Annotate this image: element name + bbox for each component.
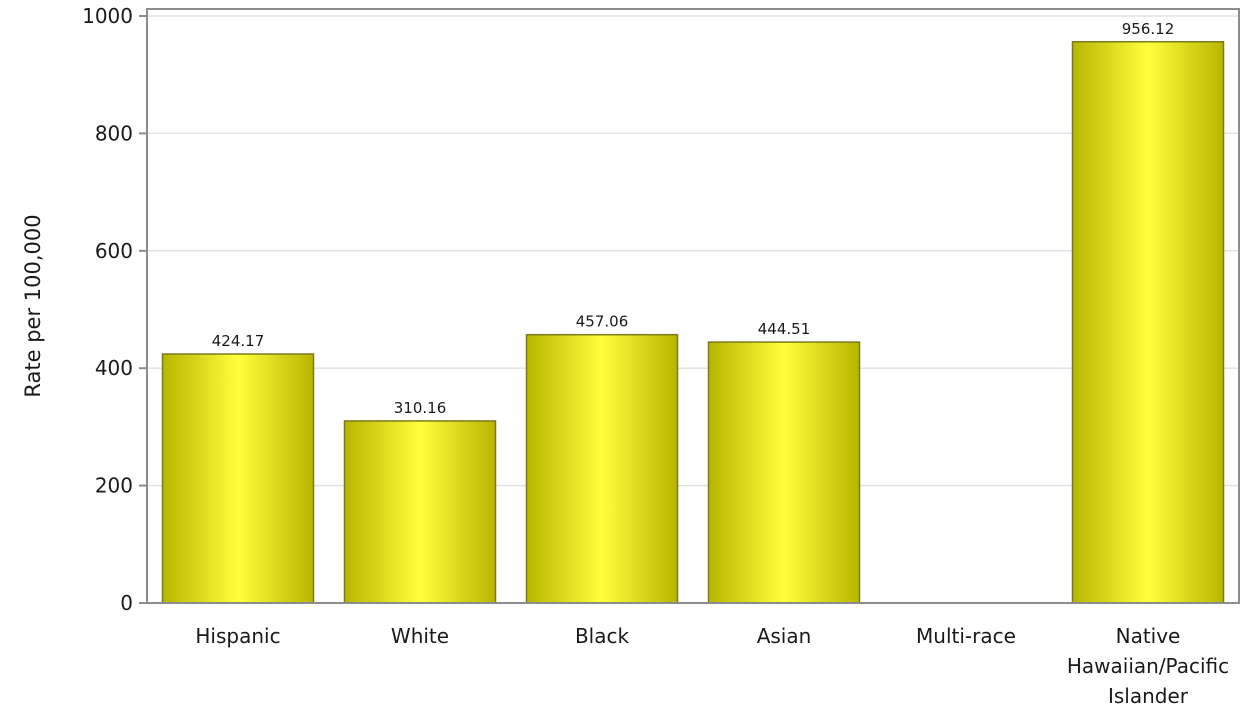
bar [707, 341, 861, 604]
plot-frame [146, 8, 1240, 604]
y-tick-label: 800 [95, 121, 133, 145]
x-category-label: Black [575, 624, 630, 648]
data-label: 956.12 [1122, 20, 1175, 38]
y-tick-label: 400 [95, 356, 133, 380]
category-label-line: White [391, 624, 449, 648]
x-category-label: Asian [757, 624, 812, 648]
x-axis-categories: Hispanic White Black Asian Multi-race Native H… [195, 624, 1229, 708]
category-label-line: Black [575, 624, 630, 648]
y-axis-ticks: 0 200 400 600 800 1000 [82, 4, 147, 615]
category-label-line: Islander [1108, 684, 1189, 708]
data-label: 424.17 [212, 332, 265, 350]
category-label-line: Native [1116, 624, 1181, 648]
category-label-line: Hispanic [195, 624, 280, 648]
x-category-label: Native Hawaiian/Pacific Islander [1067, 624, 1229, 708]
bar [525, 333, 679, 604]
y-tick-label: 1000 [82, 4, 133, 28]
x-category-label: Hispanic [195, 624, 280, 648]
category-label-line: Asian [757, 624, 812, 648]
data-label: 310.16 [394, 399, 447, 417]
data-label: 457.06 [576, 313, 629, 331]
category-label-line: Multi-race [916, 624, 1016, 648]
category-label-line: Hawaiian/Pacific [1067, 654, 1229, 678]
y-tick-label: 200 [95, 474, 133, 498]
y-axis-title: Rate per 100,000 [21, 214, 45, 397]
y-tick-label: 600 [95, 239, 133, 263]
bar [1071, 41, 1225, 604]
y-tick-label: 0 [120, 591, 133, 615]
grid-lines [148, 15, 1238, 487]
x-category-label: Multi-race [916, 624, 1016, 648]
data-labels: 424.17 310.16 457.06 444.51 956.12 [212, 20, 1175, 417]
bar [161, 353, 315, 604]
x-category-label: White [391, 624, 449, 648]
data-label: 444.51 [758, 320, 811, 338]
bars [161, 41, 1225, 604]
bar [343, 420, 497, 604]
